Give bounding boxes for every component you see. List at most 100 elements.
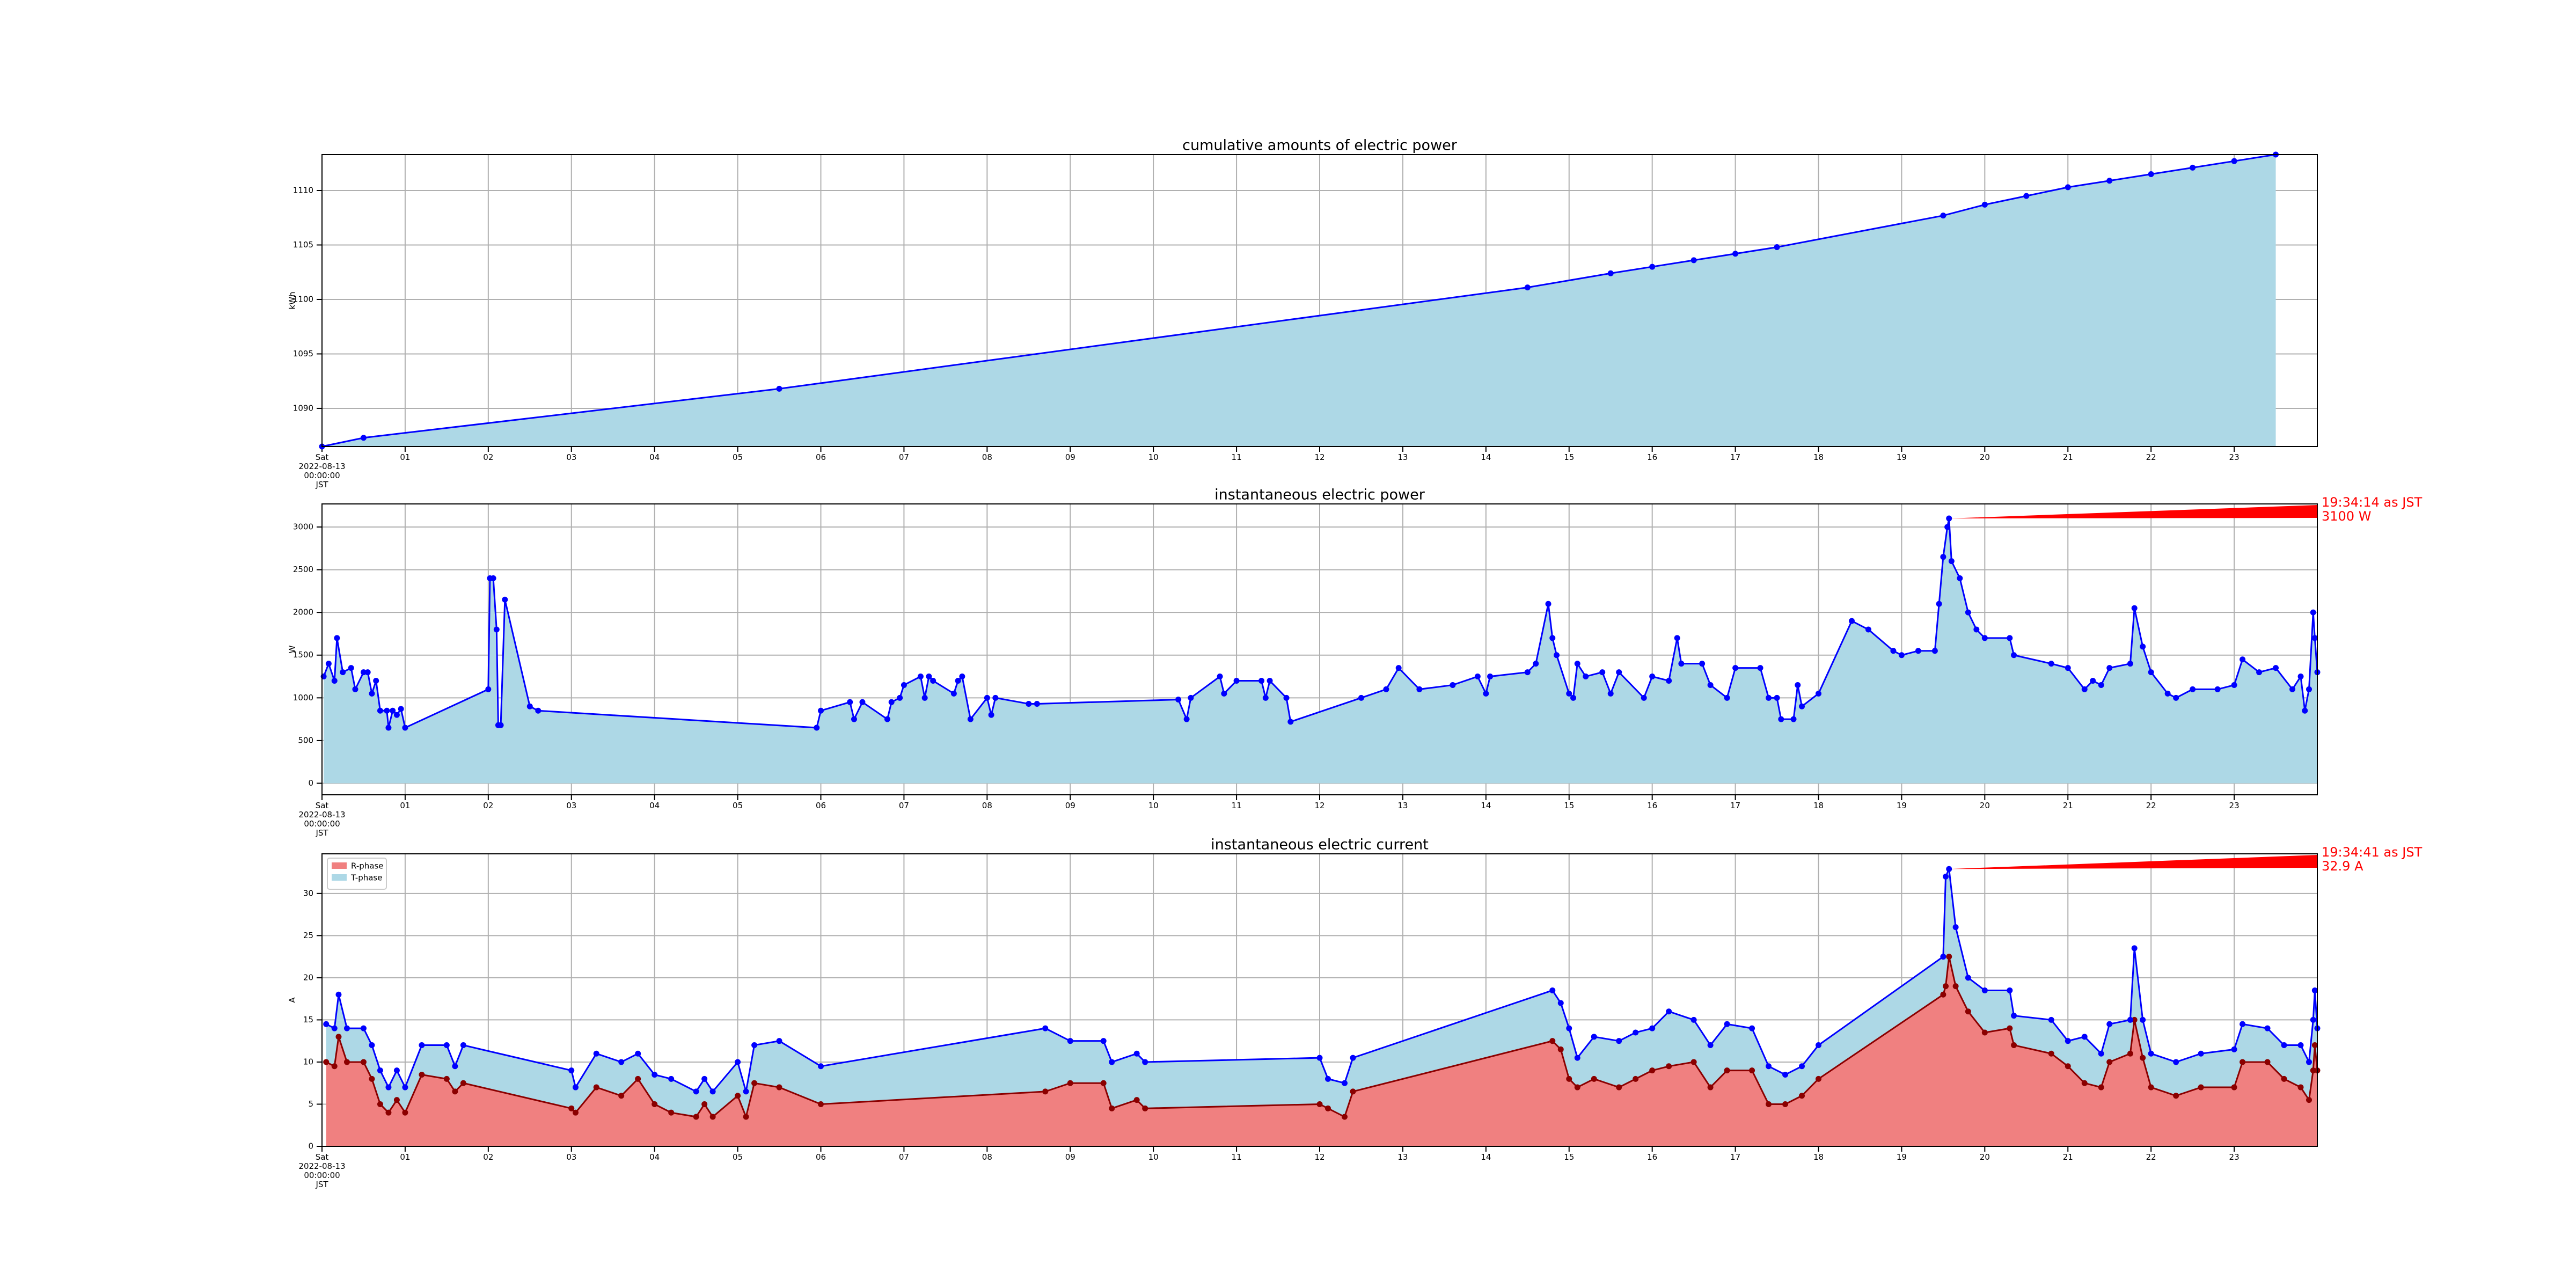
x-tick-label: 05: [733, 1152, 743, 1162]
marker: [2297, 1084, 2304, 1091]
marker: [2106, 1021, 2113, 1027]
y-tick-label: 1000: [293, 693, 313, 702]
marker: [1649, 1067, 1656, 1074]
legend-swatch: [332, 862, 347, 869]
marker: [2098, 682, 2104, 688]
marker: [1570, 694, 1576, 701]
x-tick-label: 19: [1896, 452, 1907, 462]
y-tick-label: 1110: [293, 185, 313, 195]
marker: [751, 1080, 758, 1086]
marker: [1258, 677, 1265, 684]
marker: [2011, 1042, 2017, 1049]
marker: [1633, 1075, 1639, 1082]
marker: [1395, 665, 1402, 671]
marker: [369, 1042, 375, 1049]
marker: [460, 1080, 466, 1086]
marker: [360, 1059, 367, 1065]
marker: [1067, 1080, 1073, 1086]
marker: [402, 724, 408, 731]
marker: [1965, 975, 1971, 981]
marker: [493, 626, 500, 633]
marker: [2065, 1038, 2071, 1044]
marker: [377, 1067, 383, 1074]
marker: [2098, 1050, 2104, 1057]
marker: [1566, 690, 1572, 697]
marker: [2240, 1059, 2246, 1065]
marker: [526, 703, 533, 709]
marker: [323, 1059, 330, 1065]
marker: [618, 1093, 625, 1099]
marker: [1948, 558, 1955, 565]
marker: [1183, 716, 1190, 722]
marker: [1816, 690, 1821, 697]
marker: [1732, 251, 1739, 257]
x-tick-label: 13: [1397, 801, 1408, 810]
marker: [2023, 193, 2030, 199]
marker: [1109, 1105, 1115, 1111]
marker: [352, 686, 358, 692]
marker: [1416, 686, 1423, 692]
x-tick-label: 03: [566, 452, 577, 462]
y-tick-label: 15: [303, 1015, 313, 1024]
marker: [1549, 1038, 1556, 1044]
marker: [452, 1088, 458, 1095]
marker: [2090, 677, 2096, 684]
marker: [1816, 1075, 1821, 1082]
chart-title: cumulative amounts of electric power: [1182, 137, 1458, 154]
marker: [452, 1063, 458, 1070]
marker: [2081, 686, 2088, 692]
marker: [348, 665, 354, 671]
marker: [2007, 635, 2013, 641]
marker: [1549, 987, 1556, 993]
marker: [1142, 1105, 1148, 1111]
marker: [2231, 158, 2237, 164]
marker: [334, 635, 340, 641]
x-tick-label: 15: [1564, 452, 1575, 462]
y-tick-label: 500: [298, 735, 313, 745]
x-tick-label: 15: [1564, 801, 1575, 810]
marker: [1566, 1075, 1572, 1082]
marker: [1690, 1059, 1697, 1065]
marker: [1649, 1025, 1656, 1031]
x-tick-label: 22: [2146, 452, 2156, 462]
marker: [735, 1093, 741, 1099]
x-tick-label: 21: [2062, 801, 2073, 810]
x-tick-label: 11: [1231, 452, 1242, 462]
marker: [593, 1084, 599, 1091]
marker: [1599, 669, 1606, 676]
marker: [884, 716, 890, 722]
marker: [959, 674, 965, 680]
marker: [901, 682, 907, 688]
marker: [1524, 284, 1531, 291]
x-tick-label: 08: [982, 801, 992, 810]
marker: [1952, 983, 1959, 990]
marker: [1757, 665, 1763, 671]
marker: [2297, 1042, 2304, 1049]
marker: [1324, 1075, 1331, 1082]
marker: [2306, 1097, 2312, 1103]
marker: [490, 575, 496, 581]
x-tick-label: 17: [1730, 1152, 1741, 1162]
marker: [2048, 1016, 2054, 1023]
marker: [2311, 1042, 2318, 1049]
marker: [535, 707, 541, 714]
marker: [2140, 1016, 2146, 1023]
x-tick-label: 11: [1231, 1152, 1242, 1162]
marker: [1898, 652, 1905, 658]
area-fill: [326, 956, 2317, 1146]
marker: [323, 1021, 330, 1027]
marker: [1724, 1021, 1730, 1027]
marker: [992, 694, 999, 701]
x-tick-label: 08: [982, 452, 992, 462]
marker: [2065, 665, 2071, 671]
marker: [2281, 1042, 2287, 1049]
marker: [1940, 954, 1946, 960]
marker: [1188, 694, 1194, 701]
line: [321, 153, 2276, 448]
marker: [818, 1063, 824, 1070]
marker: [1324, 1105, 1331, 1111]
marker: [1287, 719, 1294, 725]
marker: [859, 699, 866, 705]
x-tick-label: 19: [1896, 801, 1907, 810]
x-tick-label: 06: [815, 801, 826, 810]
